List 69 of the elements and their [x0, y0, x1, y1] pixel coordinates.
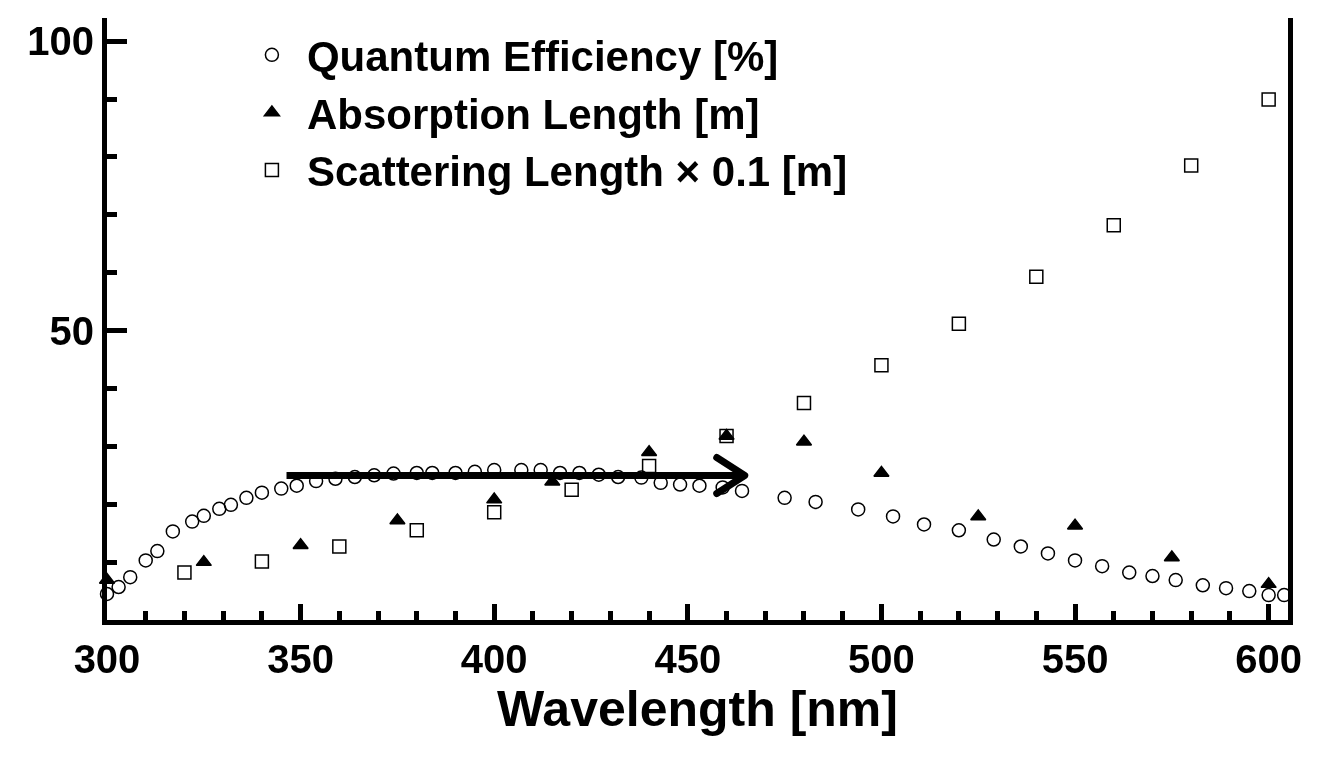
point [719, 428, 734, 444]
point [254, 554, 270, 569]
point [254, 485, 270, 500]
point [196, 508, 212, 524]
point [409, 523, 425, 538]
point [138, 553, 153, 568]
x-tick-label: 300 [73, 637, 141, 681]
point [640, 444, 658, 457]
x-tick-label: 550 [1041, 637, 1109, 681]
point [692, 478, 707, 493]
point [1040, 546, 1056, 561]
point [564, 482, 579, 498]
point [1013, 539, 1029, 554]
point [1261, 587, 1276, 603]
point [150, 543, 165, 559]
point [212, 501, 227, 517]
point [1168, 572, 1183, 588]
y-tick-label: 100 [27, 19, 94, 64]
point [885, 509, 901, 524]
point [1183, 158, 1199, 173]
point [734, 483, 750, 499]
point [850, 502, 866, 517]
point [1029, 269, 1044, 284]
point [239, 490, 254, 506]
legend-label: Absorption Length [m] [306, 90, 760, 138]
point [184, 514, 200, 529]
point [1067, 553, 1083, 568]
point [486, 505, 502, 520]
legend-label: Scattering Length × 0.1 [m] [306, 148, 848, 196]
point [332, 539, 347, 554]
x-tick-label: 400 [460, 637, 528, 681]
point [796, 395, 812, 411]
point [98, 572, 116, 585]
point [1145, 568, 1160, 584]
x-axis-title: Wavelength [nm] [497, 681, 898, 737]
point [916, 517, 932, 532]
point [641, 458, 657, 474]
legend-label: Quantum Efficiency [%] [306, 33, 779, 81]
x-tick-label: 500 [848, 637, 915, 681]
point [223, 497, 239, 513]
point [874, 358, 889, 373]
point [111, 579, 126, 595]
point [777, 490, 792, 506]
point [165, 524, 181, 539]
point [1218, 580, 1234, 596]
point [292, 538, 309, 550]
point [951, 523, 967, 538]
point [274, 481, 289, 496]
point [389, 513, 406, 525]
x-tick-label: 350 [267, 637, 334, 681]
y-tick-label: 50 [49, 308, 94, 353]
point [986, 532, 1001, 547]
x-tick-label: 600 [1235, 637, 1303, 681]
point [289, 478, 304, 493]
point [951, 316, 967, 331]
point [177, 565, 192, 580]
point [1106, 217, 1121, 233]
x-tick-label: 450 [654, 637, 722, 681]
point [1122, 565, 1137, 580]
point [122, 569, 138, 585]
point [873, 465, 890, 477]
point [1094, 558, 1110, 574]
point [808, 494, 823, 510]
point [195, 554, 213, 567]
point [1195, 578, 1211, 593]
point [1242, 583, 1257, 599]
point [672, 477, 688, 492]
point [1261, 92, 1276, 107]
point [1260, 576, 1277, 589]
